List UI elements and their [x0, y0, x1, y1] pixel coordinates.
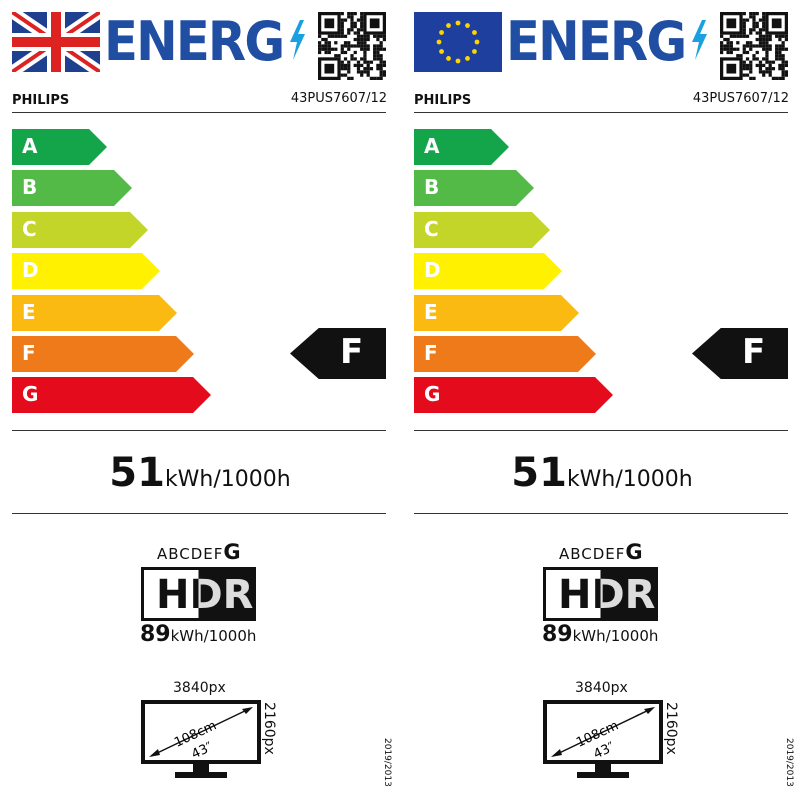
sdr-unit: kWh/1000h [164, 467, 291, 492]
hdr-logo: HDR [543, 567, 658, 621]
energy-class-bar-b: B [12, 170, 132, 206]
energy-title: ENERG [506, 10, 687, 73]
qr-code-icon[interactable] [317, 12, 387, 80]
energy-title: ENERG [104, 10, 285, 73]
resolution-width: 3840px [173, 680, 226, 696]
lightning-icon [290, 20, 305, 60]
energy-class-bar-a: A [12, 129, 107, 165]
energy-class-bar-a: A [414, 129, 509, 165]
energy-class-letter: A [424, 134, 440, 158]
hdr-logo-text: HDR [156, 572, 254, 618]
energy-class-letter: F [22, 341, 36, 365]
energy-class-letter: B [424, 175, 440, 199]
sdr-value: 51 [109, 450, 165, 496]
energy-class-bar-d: D [12, 253, 160, 289]
hdr-scale: ABCDEFG [559, 540, 644, 564]
sdr-consumption: 51kWh/1000h [402, 450, 802, 496]
hdr-logo: HDR [141, 567, 256, 621]
regulation-number: 2019/2013 [784, 738, 794, 787]
divider [414, 112, 788, 113]
hdr-value: 89 [542, 622, 573, 647]
hdr-consumption: 89kWh/1000h [140, 622, 256, 647]
model-number: 43PUS7607/12 [290, 91, 387, 106]
hdr-scale-class: G [223, 540, 242, 564]
divider [12, 513, 386, 514]
rating-arrow: F [290, 328, 386, 379]
energy-class-letter: E [424, 300, 438, 324]
energy-class-letter: E [22, 300, 36, 324]
lightning-icon [692, 20, 707, 60]
energy-class-bar-f: F [12, 336, 194, 372]
rating-class: F [742, 332, 766, 372]
energy-class-letter: C [22, 217, 37, 241]
energy-class-letter: B [22, 175, 38, 199]
energy-class-bar-g: G [414, 377, 613, 413]
energy-class-bar-f: F [414, 336, 596, 372]
energy-class-letter: A [22, 134, 38, 158]
eu-flag [414, 12, 502, 72]
energy-class-letter: F [424, 341, 438, 365]
rating-class: F [340, 332, 364, 372]
energy-class-bar-e: E [414, 295, 579, 331]
divider [12, 112, 386, 113]
resolution-width: 3840px [575, 680, 628, 696]
divider [414, 513, 788, 514]
energy-class-bar-g: G [12, 377, 211, 413]
hdr-unit: kWh/1000h [170, 627, 257, 645]
brand-name: PHILIPS [414, 93, 472, 108]
rating-arrow: F [692, 328, 788, 379]
uk-flag [12, 12, 100, 72]
hdr-logo-text: HDR [558, 572, 656, 618]
hdr-scale-prefix: ABCDEF [559, 545, 626, 563]
hdr-scale-prefix: ABCDEF [157, 545, 224, 563]
energy-class-letter: C [424, 217, 439, 241]
tv-icon: 108cm 43″ [543, 700, 663, 778]
tv-icon: 108cm 43″ [141, 700, 261, 778]
energy-class-bar-d: D [414, 253, 562, 289]
sdr-value: 51 [511, 450, 567, 496]
hdr-value: 89 [140, 622, 171, 647]
sdr-unit: kWh/1000h [566, 467, 693, 492]
energy-class-bar-b: B [414, 170, 534, 206]
regulation-number: 2019/2013 [382, 738, 392, 787]
divider [414, 430, 788, 431]
energy-class-letter: G [424, 382, 441, 406]
model-number: 43PUS7607/12 [692, 91, 789, 106]
energy-class-letter: D [22, 258, 39, 282]
sdr-consumption: 51kWh/1000h [0, 450, 400, 496]
energy-class-bar-c: C [414, 212, 550, 248]
brand-name: PHILIPS [12, 93, 70, 108]
qr-code-icon[interactable] [719, 12, 789, 80]
hdr-consumption: 89kWh/1000h [542, 622, 658, 647]
hdr-scale-class: G [625, 540, 644, 564]
hdr-scale: ABCDEFG [157, 540, 242, 564]
energy-class-bar-c: C [12, 212, 148, 248]
energy-class-bar-e: E [12, 295, 177, 331]
energy-class-letter: D [424, 258, 441, 282]
divider [12, 430, 386, 431]
energy-class-letter: G [22, 382, 39, 406]
hdr-unit: kWh/1000h [572, 627, 659, 645]
